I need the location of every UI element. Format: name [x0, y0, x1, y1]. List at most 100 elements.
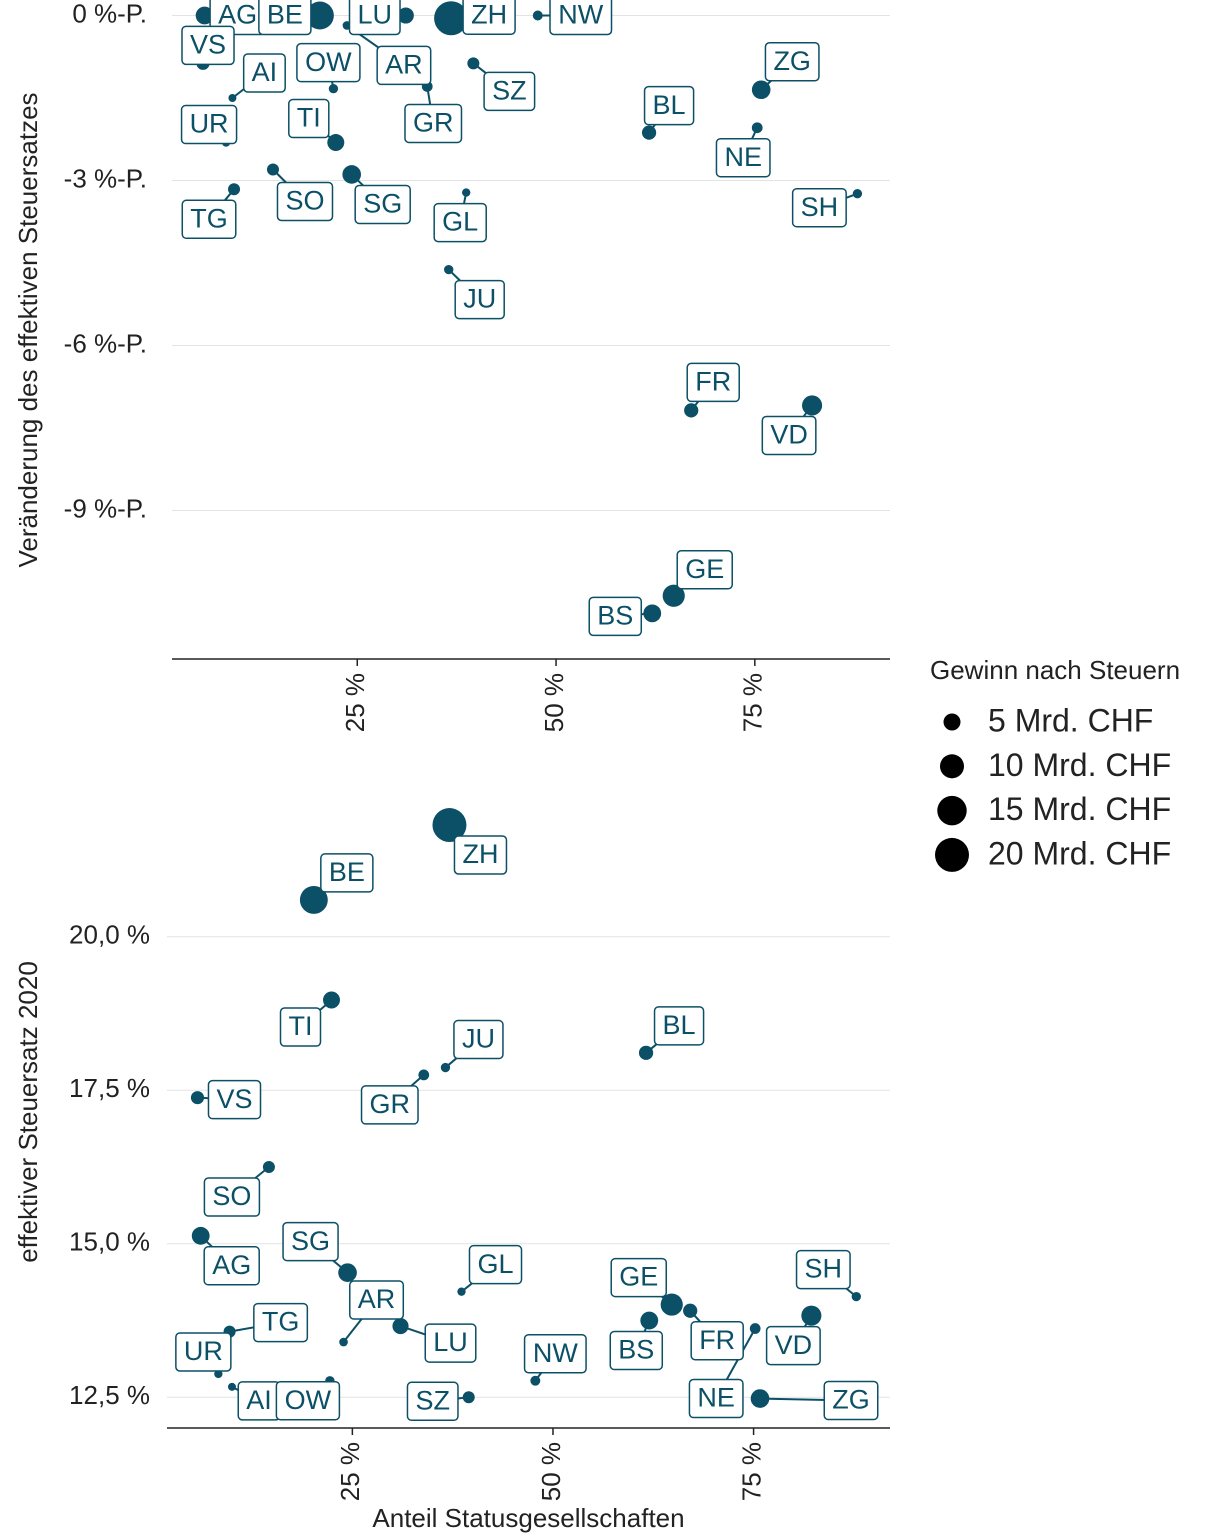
- label-text: SG: [291, 1226, 330, 1256]
- point: [801, 1305, 822, 1326]
- point: [397, 7, 414, 24]
- y-tick-label: -3 %-P.: [64, 163, 147, 193]
- label-box: [180, 104, 238, 145]
- point-label: UR: [175, 1332, 232, 1372]
- label-text: ZH: [462, 839, 498, 869]
- label-box: [276, 181, 334, 222]
- point: [462, 1391, 475, 1404]
- point-label: BL: [653, 1006, 705, 1046]
- point-label: AI: [242, 53, 286, 93]
- label-box: [454, 279, 505, 320]
- x-tick-label: 25 %: [340, 673, 370, 732]
- point: [749, 1323, 761, 1334]
- point: [532, 10, 543, 21]
- label-text: FR: [699, 1325, 735, 1355]
- label-text: OW: [285, 1385, 332, 1415]
- label-text: BL: [653, 90, 686, 120]
- point: [228, 183, 241, 196]
- point-label: OW: [275, 1380, 341, 1421]
- legend-symbol: [939, 754, 965, 779]
- point-label: SO: [276, 181, 334, 222]
- point: [643, 604, 662, 623]
- label-box: [376, 45, 432, 86]
- point-label: JU: [454, 279, 505, 320]
- y-tick-label: 15,0 %: [69, 1227, 150, 1257]
- point: [266, 163, 279, 176]
- point-label: BS: [588, 596, 643, 637]
- label-text: OW: [305, 47, 352, 77]
- label-text: BE: [329, 857, 365, 887]
- label-text: GE: [619, 1262, 658, 1292]
- label-box: [761, 415, 817, 456]
- legend-symbol: [943, 713, 961, 731]
- point: [852, 189, 863, 199]
- point: [662, 584, 685, 607]
- point: [462, 188, 471, 197]
- point: [641, 125, 657, 140]
- label-text: TI: [289, 1011, 313, 1041]
- point: [305, 1, 334, 30]
- label-text: AR: [358, 1284, 396, 1314]
- point-label: SG: [282, 1221, 339, 1262]
- label-box: [610, 1257, 667, 1298]
- point-label: FR: [690, 1320, 744, 1361]
- label-text: NW: [533, 1338, 578, 1368]
- label-text: AI: [252, 57, 278, 87]
- point-label: GE: [676, 550, 733, 590]
- y-tick-label: 12,5 %: [69, 1380, 150, 1410]
- label-text: TG: [262, 1307, 300, 1337]
- point: [214, 1369, 223, 1379]
- label-box: [643, 85, 695, 126]
- label-text: LU: [358, 0, 393, 30]
- point: [299, 885, 328, 914]
- label-text: UR: [190, 109, 229, 139]
- point-label: ZH: [462, 0, 516, 35]
- point: [751, 122, 763, 134]
- label-box: [349, 1280, 405, 1320]
- point-label: TI: [288, 98, 330, 139]
- point: [660, 1293, 683, 1316]
- label-text: GL: [477, 1249, 513, 1279]
- point-label: LU: [424, 1323, 477, 1363]
- point-label: GE: [610, 1257, 667, 1298]
- point-label: NW: [523, 1333, 587, 1374]
- point: [323, 991, 340, 1009]
- point-label: NE: [715, 137, 771, 178]
- label-text: SO: [212, 1181, 251, 1211]
- label-box: [275, 1380, 341, 1421]
- label-box: [181, 199, 237, 240]
- label-box: [207, 1079, 262, 1120]
- label-text: AR: [385, 50, 423, 80]
- label-box: [424, 1323, 477, 1363]
- label-text: BS: [597, 600, 633, 630]
- point-label: SO: [203, 1177, 261, 1217]
- label-text: LU: [433, 1327, 468, 1357]
- point-label: BL: [643, 85, 695, 126]
- point-label: VS: [207, 1079, 262, 1120]
- point: [638, 1045, 654, 1060]
- y-tick-label: -9 %-P.: [64, 493, 147, 523]
- point-label: BE: [258, 0, 312, 36]
- label-text: FR: [695, 367, 731, 397]
- point: [457, 1287, 466, 1296]
- point-label: VS: [181, 25, 235, 66]
- label-box: [688, 1378, 744, 1419]
- point-label: ZH: [453, 835, 508, 875]
- point-label: GL: [433, 202, 487, 243]
- x-tick-label: 25 %: [335, 1442, 365, 1501]
- label-box: [253, 1302, 309, 1343]
- label-text: SZ: [415, 1385, 450, 1415]
- point: [751, 80, 771, 100]
- y-axis-title: effektiver Steuersatz 2020: [13, 961, 43, 1263]
- label-box: [676, 550, 733, 590]
- x-tick-label: 75 %: [738, 673, 768, 732]
- point-label: SG: [354, 184, 411, 225]
- label-text: ZG: [773, 46, 811, 76]
- point-label: AR: [376, 45, 432, 86]
- label-text: JU: [462, 1024, 495, 1054]
- legend-label: 20 Mrd. CHF: [988, 835, 1171, 871]
- point: [190, 1091, 205, 1105]
- point: [444, 264, 454, 275]
- labels: AG BE LU ZH NW VS AI OW AR SZ GR ZG BL NE UR TI TG SO SG GL…: [180, 0, 847, 637]
